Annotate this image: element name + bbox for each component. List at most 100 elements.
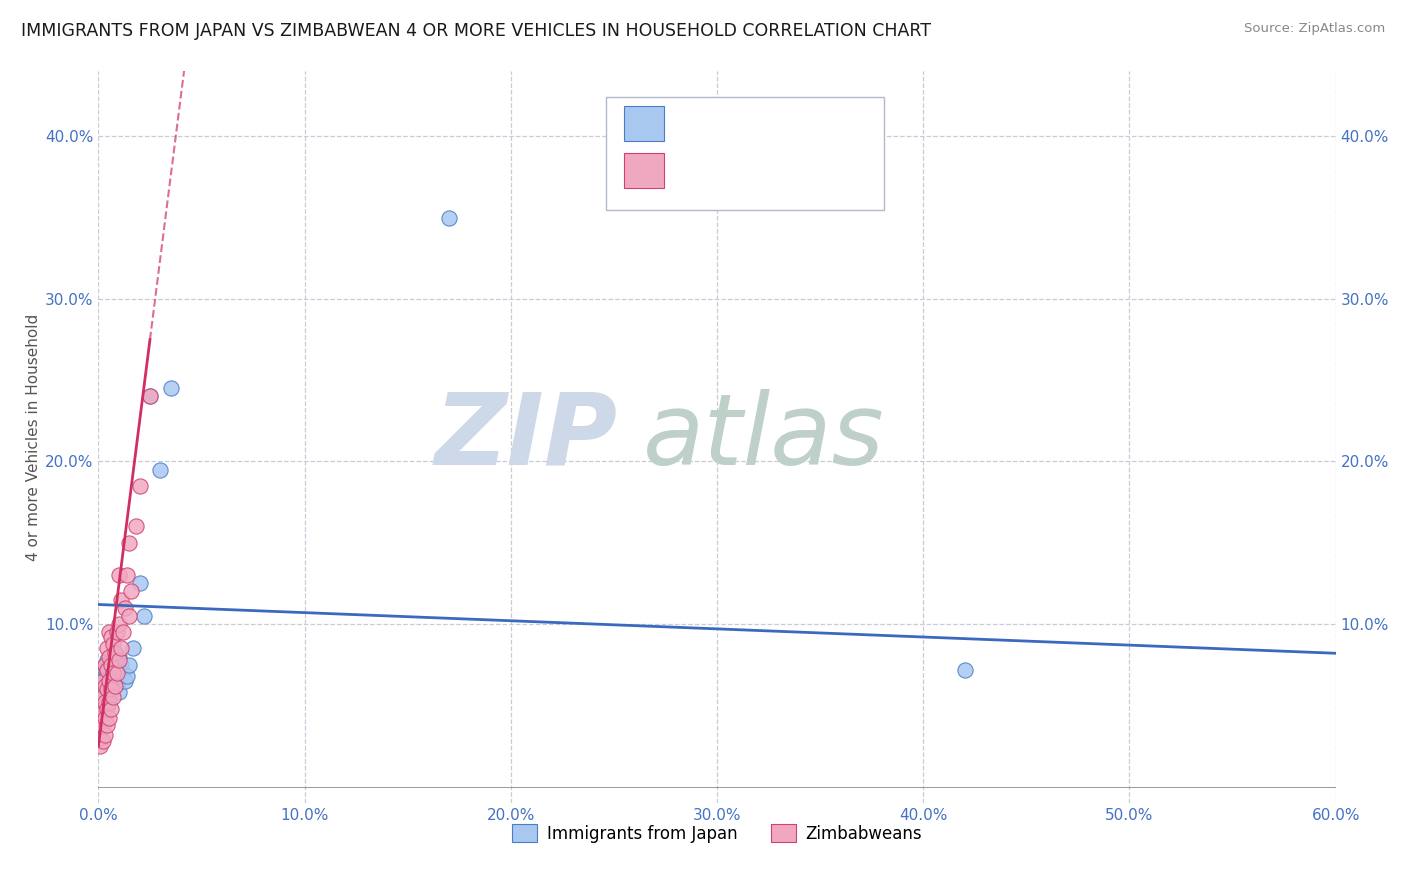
Point [93,673,115,688]
Text: R =: R = [678,113,713,131]
FancyBboxPatch shape [624,153,664,188]
Point [122,641,145,656]
Point [97,625,120,640]
Point [118,608,141,623]
Point [91,673,114,688]
Point [110,641,132,656]
Point [128,576,150,591]
Point [96,665,118,680]
Text: ZIP: ZIP [434,389,619,485]
Text: R =: R = [678,161,718,179]
Point [101,681,124,696]
Text: atlas: atlas [643,389,884,485]
Point [105,625,128,640]
Point [105,665,128,680]
Point [104,673,127,688]
Point [132,608,155,623]
Point [112,625,135,640]
Point [108,669,131,683]
Text: 39: 39 [835,113,856,131]
Point [104,649,127,664]
Point [93,727,115,741]
Point [97,711,120,725]
Point [91,669,114,683]
Point [101,665,124,680]
Point [118,535,141,549]
Text: IMMIGRANTS FROM JAPAN VS ZIMBABWEAN 4 OR MORE VEHICLES IN HOUSEHOLD CORRELATION : IMMIGRANTS FROM JAPAN VS ZIMBABWEAN 4 OR… [21,22,931,40]
Point [101,646,124,660]
Point [108,617,131,632]
Point [89,711,111,725]
FancyBboxPatch shape [624,106,664,141]
Point [953,663,976,677]
Point [105,677,128,691]
FancyBboxPatch shape [606,97,884,211]
Point [96,663,118,677]
Point [93,711,115,725]
Point [100,681,122,696]
Point [149,462,172,476]
Text: N =: N = [797,113,834,131]
Point [97,649,120,664]
Point [112,665,135,680]
Point [91,685,114,699]
Point [100,669,122,683]
Point [114,673,136,688]
Point [93,690,115,705]
Point [139,389,162,403]
Point [118,657,141,672]
Point [100,630,122,644]
Point [437,211,460,225]
Point [93,657,115,672]
Point [97,690,120,705]
Point [108,568,131,582]
Point [101,690,124,705]
Point [97,657,120,672]
Point [97,673,120,688]
Point [100,701,122,715]
Point [91,690,114,705]
Text: -0.045: -0.045 [720,113,773,131]
Point [128,479,150,493]
Legend: Immigrants from Japan, Zimbabweans: Immigrants from Japan, Zimbabweans [505,818,929,849]
Point [89,679,111,693]
Point [139,389,162,403]
Point [100,685,122,699]
Point [96,718,118,732]
Point [96,681,118,696]
Point [117,669,139,683]
Text: 49: 49 [835,161,856,179]
Point [96,641,118,656]
Point [110,592,132,607]
Point [91,706,114,721]
Point [114,600,136,615]
Point [89,731,111,745]
Point [108,653,131,667]
Point [89,739,111,753]
Point [96,681,118,696]
Point [96,701,118,715]
Point [96,653,118,667]
Point [117,568,139,582]
Point [91,718,114,732]
Point [104,663,127,677]
Text: 0.432: 0.432 [720,161,772,179]
Text: Source: ZipAtlas.com: Source: ZipAtlas.com [1244,22,1385,36]
Point [108,649,131,664]
Point [110,657,132,672]
Point [91,734,114,748]
Point [93,663,115,677]
Point [108,685,131,699]
Point [104,679,127,693]
Y-axis label: 4 or more Vehicles in Household: 4 or more Vehicles in Household [27,313,41,561]
Point [97,673,120,688]
Text: N =: N = [797,161,834,179]
Point [124,519,146,533]
Point [100,657,122,672]
Point [93,679,115,693]
Point [97,695,120,709]
Point [101,636,124,650]
Point [104,646,127,660]
Point [120,584,142,599]
Point [93,695,115,709]
